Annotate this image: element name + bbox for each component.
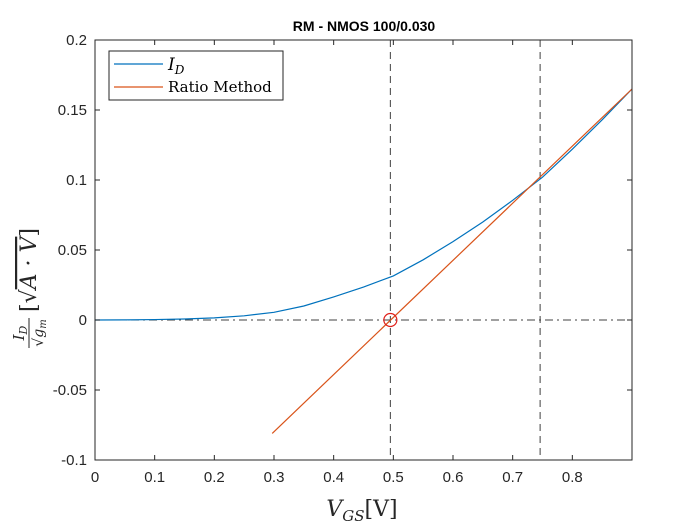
x-tick-label: 0.4 xyxy=(323,469,344,486)
legend-label-id-main: I xyxy=(167,55,175,75)
x-axis-label-unit: [V] xyxy=(365,497,398,522)
x-axis-label-sub: GS xyxy=(342,507,364,525)
x-tick-label: 0.7 xyxy=(502,469,523,486)
y-tick-label: 0.2 xyxy=(66,32,87,49)
x-axis-label-main: V xyxy=(326,497,344,522)
legend: ID Ratio Method xyxy=(108,50,284,101)
y-axis-label-numerator: ID xyxy=(10,325,30,341)
x-tick-label: 0.3 xyxy=(264,469,285,486)
y-tick-label: -0.05 xyxy=(53,382,87,399)
y-axis: -0.1 -0.05 0 0.05 0.1 0.15 0.2 xyxy=(53,32,632,469)
y-tick-label: 0.05 xyxy=(58,242,87,259)
y-tick-label: 0.1 xyxy=(66,172,87,189)
intercept-marker xyxy=(383,312,398,328)
y-axis-label-den-main: g xyxy=(31,329,47,338)
x-tick-label: 0.6 xyxy=(443,469,464,486)
y-tick-label: 0.15 xyxy=(58,102,87,119)
legend-box xyxy=(108,50,284,101)
y-tick-label: 0 xyxy=(79,312,87,329)
chart-title: RM - NMOS 100/0.030 xyxy=(293,18,436,34)
x-axis-label: VGS[V] xyxy=(326,497,397,525)
y-axis-label-unit-open: [ xyxy=(17,303,42,312)
y-tick-label: -0.1 xyxy=(61,452,87,469)
x-tick-label: 0.5 xyxy=(383,469,404,486)
y-axis-label-num-sub: D xyxy=(17,325,30,335)
x-axis: 0 0.1 0.2 0.3 0.4 0.5 0.6 0.7 0.8 xyxy=(91,40,583,486)
series-line-0 xyxy=(94,88,633,321)
y-axis-label: ID √gm [√A · V] xyxy=(10,228,49,348)
legend-label-id: ID xyxy=(167,55,185,77)
legend-label-id-sub: D xyxy=(174,63,185,77)
y-axis-label-den-root: √ xyxy=(31,338,47,347)
y-axis-label-denominator: √gm xyxy=(31,319,49,346)
x-tick-label: 0.8 xyxy=(562,469,583,486)
y-axis-label-unit-root: √ xyxy=(17,288,42,303)
series-line-1 xyxy=(271,88,633,434)
x-tick-label: 0.1 xyxy=(144,469,165,486)
y-axis-label-unit: [√A · V] xyxy=(17,228,42,312)
x-tick-label: 0.2 xyxy=(204,469,225,486)
y-axis-label-num-main: I xyxy=(10,333,28,341)
y-axis-label-unit-close: ] xyxy=(17,228,42,237)
x-tick-label: 0 xyxy=(91,469,99,486)
y-axis-label-unit-body: A · V xyxy=(17,235,42,292)
legend-label-ratio-method: Ratio Method xyxy=(168,78,272,96)
y-axis-label-den-sub: m xyxy=(38,319,49,328)
